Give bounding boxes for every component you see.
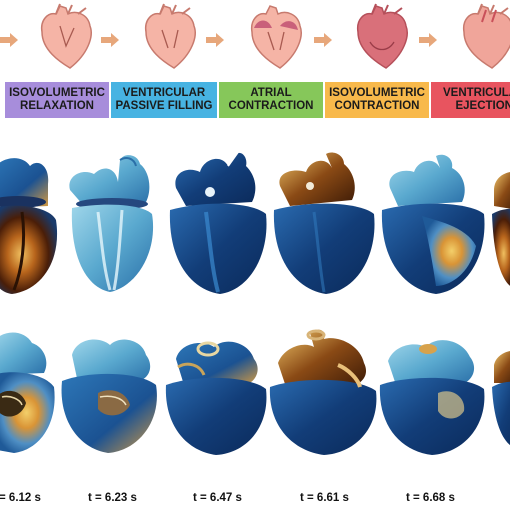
heart-model-frontal-2 <box>69 155 154 292</box>
heart-model-posterior-3 <box>165 341 267 455</box>
arrow-icon <box>101 33 119 47</box>
phase-label-isovolumetric-relaxation: ISOVOLUMETRIC RELAXATION <box>5 82 109 118</box>
heart-model-posterior-5 <box>379 340 485 455</box>
heart-diagram-icon <box>462 3 510 69</box>
heart-model-posterior-4 <box>269 329 377 455</box>
time-label-4: t = 6.61 s <box>300 492 349 504</box>
heart-model-posterior-2 <box>61 339 157 453</box>
heart-diagram-icon <box>144 3 196 69</box>
heart-model-frontal-1 <box>0 158 58 294</box>
phase-label-ventricular-ejection: VENTRICULAR EJECTION <box>431 82 510 118</box>
heart-model-frontal-5 <box>381 154 485 294</box>
phase-label-atrial-contraction: ATRIAL CONTRACTION <box>219 82 323 118</box>
heart-model-frontal-4 <box>273 152 375 294</box>
time-label-1: t = 6.12 s <box>0 492 41 504</box>
arrow-icon <box>206 33 224 47</box>
arrow-icon <box>419 33 437 47</box>
heart-model-posterior-6 <box>492 351 510 446</box>
heart-model-frontal-6 <box>492 172 510 286</box>
time-label-2: t = 6.23 s <box>88 492 137 504</box>
heart-diagram-icon <box>250 5 302 69</box>
phase-label-isovolumetric-contraction: ISOVOLUMETRIC CONTRACTION <box>325 82 429 118</box>
arrow-icon <box>0 33 18 47</box>
time-label-3: t = 6.47 s <box>193 492 242 504</box>
time-label-5: t = 6.68 s <box>406 492 455 504</box>
heart-diagram-icon <box>40 3 92 69</box>
phase-label-ventricular-passive-filling: VENTRICULAR PASSIVE FILLING <box>111 82 217 118</box>
heart-model-frontal-3 <box>169 151 267 294</box>
heart-diagram-icon <box>356 3 408 69</box>
heart-model-posterior-1 <box>0 332 55 453</box>
arrow-icon <box>314 33 332 47</box>
